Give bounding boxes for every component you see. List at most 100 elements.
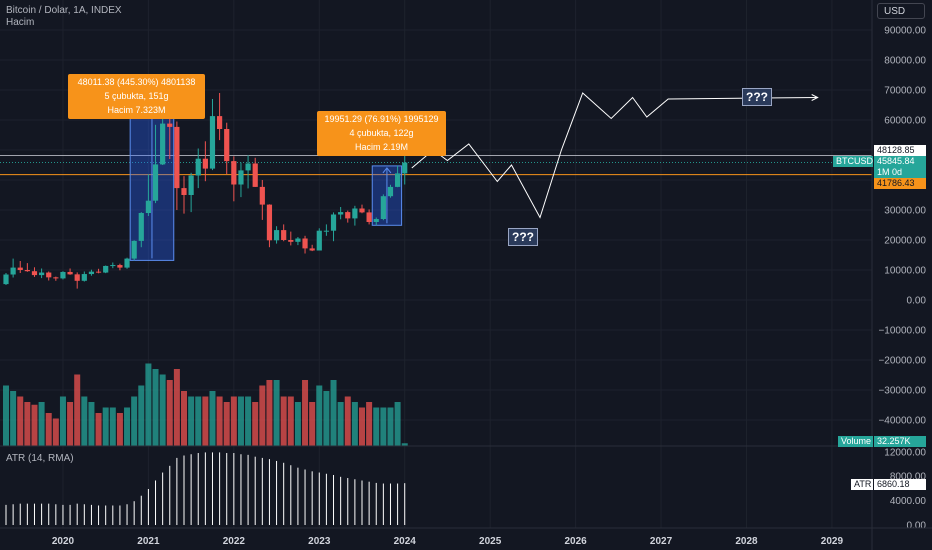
volume-bar bbox=[252, 402, 259, 446]
volume-bar bbox=[74, 374, 81, 446]
volume-bar bbox=[387, 407, 394, 446]
candle-body bbox=[3, 274, 9, 285]
upper-level-tag: 48128.85 bbox=[874, 145, 926, 156]
volume-bar bbox=[38, 402, 45, 446]
range-label-2023-line2: 4 çubukta, 122g bbox=[349, 128, 414, 138]
candle-body bbox=[138, 213, 144, 241]
candle-body bbox=[88, 271, 95, 275]
candle-body bbox=[188, 175, 194, 195]
volume-bar bbox=[81, 396, 88, 446]
candle-body bbox=[24, 270, 30, 272]
candle-body bbox=[309, 248, 315, 251]
candle-body bbox=[359, 208, 365, 213]
price-tick-label: −40000.00 bbox=[878, 416, 926, 427]
candle-body bbox=[103, 265, 109, 273]
price-tick-label: 90000.00 bbox=[884, 26, 926, 37]
price-tick-label: 60000.00 bbox=[884, 116, 926, 127]
volume-bar bbox=[45, 413, 52, 446]
candle-body bbox=[81, 274, 87, 281]
price-tick-label: 10000.00 bbox=[884, 266, 926, 277]
range-label-2021[interactable]: 48011.38 (445.30%) 4801138 5 çubukta, 15… bbox=[68, 74, 205, 119]
candle-body bbox=[373, 219, 379, 222]
price-tick-label: −20000.00 bbox=[878, 356, 926, 367]
candle-body bbox=[366, 212, 372, 222]
volume-bar bbox=[245, 396, 252, 446]
atr-tag-label: ATR bbox=[851, 479, 873, 490]
candle-body bbox=[46, 272, 52, 278]
time-tick-label: 2023 bbox=[308, 536, 331, 547]
volume-bar bbox=[3, 385, 9, 446]
volume-bar bbox=[181, 391, 187, 446]
volume-bar bbox=[259, 385, 266, 446]
candle-body bbox=[124, 258, 130, 268]
volume-bar bbox=[166, 380, 173, 446]
candle-body bbox=[145, 200, 151, 213]
atr-tick-label: 12000.00 bbox=[884, 447, 926, 458]
candle-body bbox=[31, 271, 38, 276]
volume-bar bbox=[52, 418, 59, 446]
candle-body bbox=[131, 240, 137, 259]
range-label-2023-line1: 19951.29 (76.91%) 1995129 bbox=[324, 114, 439, 124]
volume-bar bbox=[102, 407, 109, 446]
candle-body bbox=[174, 126, 180, 189]
time-tick-label: 2026 bbox=[564, 536, 587, 547]
volume-bar bbox=[145, 363, 152, 446]
candle-body bbox=[259, 186, 265, 205]
candle-body bbox=[380, 196, 386, 219]
candle-body bbox=[231, 161, 237, 185]
countdown-tag: 1M 0d bbox=[874, 167, 926, 178]
candle-body bbox=[202, 158, 208, 169]
candle-body bbox=[281, 230, 287, 240]
volume-bar bbox=[95, 413, 102, 446]
currency-button[interactable]: USD bbox=[877, 3, 925, 19]
volume-bar bbox=[173, 369, 180, 446]
volume-tag-label: Volume bbox=[838, 436, 873, 447]
candle-body bbox=[160, 123, 166, 165]
candle-body bbox=[295, 238, 301, 242]
volume-bar bbox=[67, 402, 74, 446]
candle-body bbox=[266, 204, 273, 241]
volume-bar bbox=[195, 396, 202, 446]
candle-body bbox=[53, 277, 59, 279]
volume-bar bbox=[316, 385, 323, 446]
question-mark-label-bottom[interactable]: ??? bbox=[508, 228, 538, 246]
time-tick-label: 2021 bbox=[137, 536, 160, 547]
price-tick-label: 20000.00 bbox=[884, 236, 926, 247]
candle-body bbox=[181, 188, 187, 195]
projection-line bbox=[411, 92, 818, 219]
volume-bar bbox=[337, 402, 344, 446]
range-label-2023[interactable]: 19951.29 (76.91%) 1995129 4 çubukta, 122… bbox=[317, 111, 446, 156]
candle-body bbox=[39, 272, 45, 276]
lower-level-tag: 41786.43 bbox=[874, 178, 926, 189]
volume-bar bbox=[323, 391, 330, 446]
volume-bar bbox=[401, 443, 408, 446]
volume-bar bbox=[359, 407, 365, 446]
volume-bar bbox=[294, 402, 301, 446]
question-mark-label-top[interactable]: ??? bbox=[742, 88, 772, 106]
candle-body bbox=[330, 214, 337, 231]
volume-bar bbox=[344, 396, 351, 446]
candle-body bbox=[224, 129, 230, 162]
candle-body bbox=[395, 173, 401, 187]
candle-body bbox=[323, 230, 329, 232]
candle-body bbox=[345, 212, 351, 219]
volume-bar bbox=[223, 402, 230, 446]
candle-body bbox=[110, 265, 116, 267]
range-arrowhead bbox=[382, 167, 392, 174]
volume-tag-value: 32.257K bbox=[874, 436, 926, 447]
price-tick-label: −10000.00 bbox=[878, 326, 926, 337]
symbol-title: Bitcoin / Dolar, 1A, INDEX bbox=[6, 5, 122, 16]
candle-body bbox=[10, 267, 16, 275]
volume-bar bbox=[124, 407, 131, 446]
time-tick-label: 2025 bbox=[479, 536, 502, 547]
volume-bar bbox=[138, 385, 145, 446]
symbol-tag: BTCUSD bbox=[833, 156, 873, 167]
candle-body bbox=[152, 164, 159, 201]
candle-body bbox=[252, 163, 258, 187]
volume-bar bbox=[273, 380, 280, 446]
volume-bar bbox=[116, 413, 123, 446]
candle-body bbox=[273, 230, 280, 241]
atr-tick-label: 8000.00 bbox=[890, 472, 927, 483]
candle-body bbox=[387, 186, 394, 197]
range-label-2021-line2: 5 çubukta, 151g bbox=[104, 91, 169, 101]
